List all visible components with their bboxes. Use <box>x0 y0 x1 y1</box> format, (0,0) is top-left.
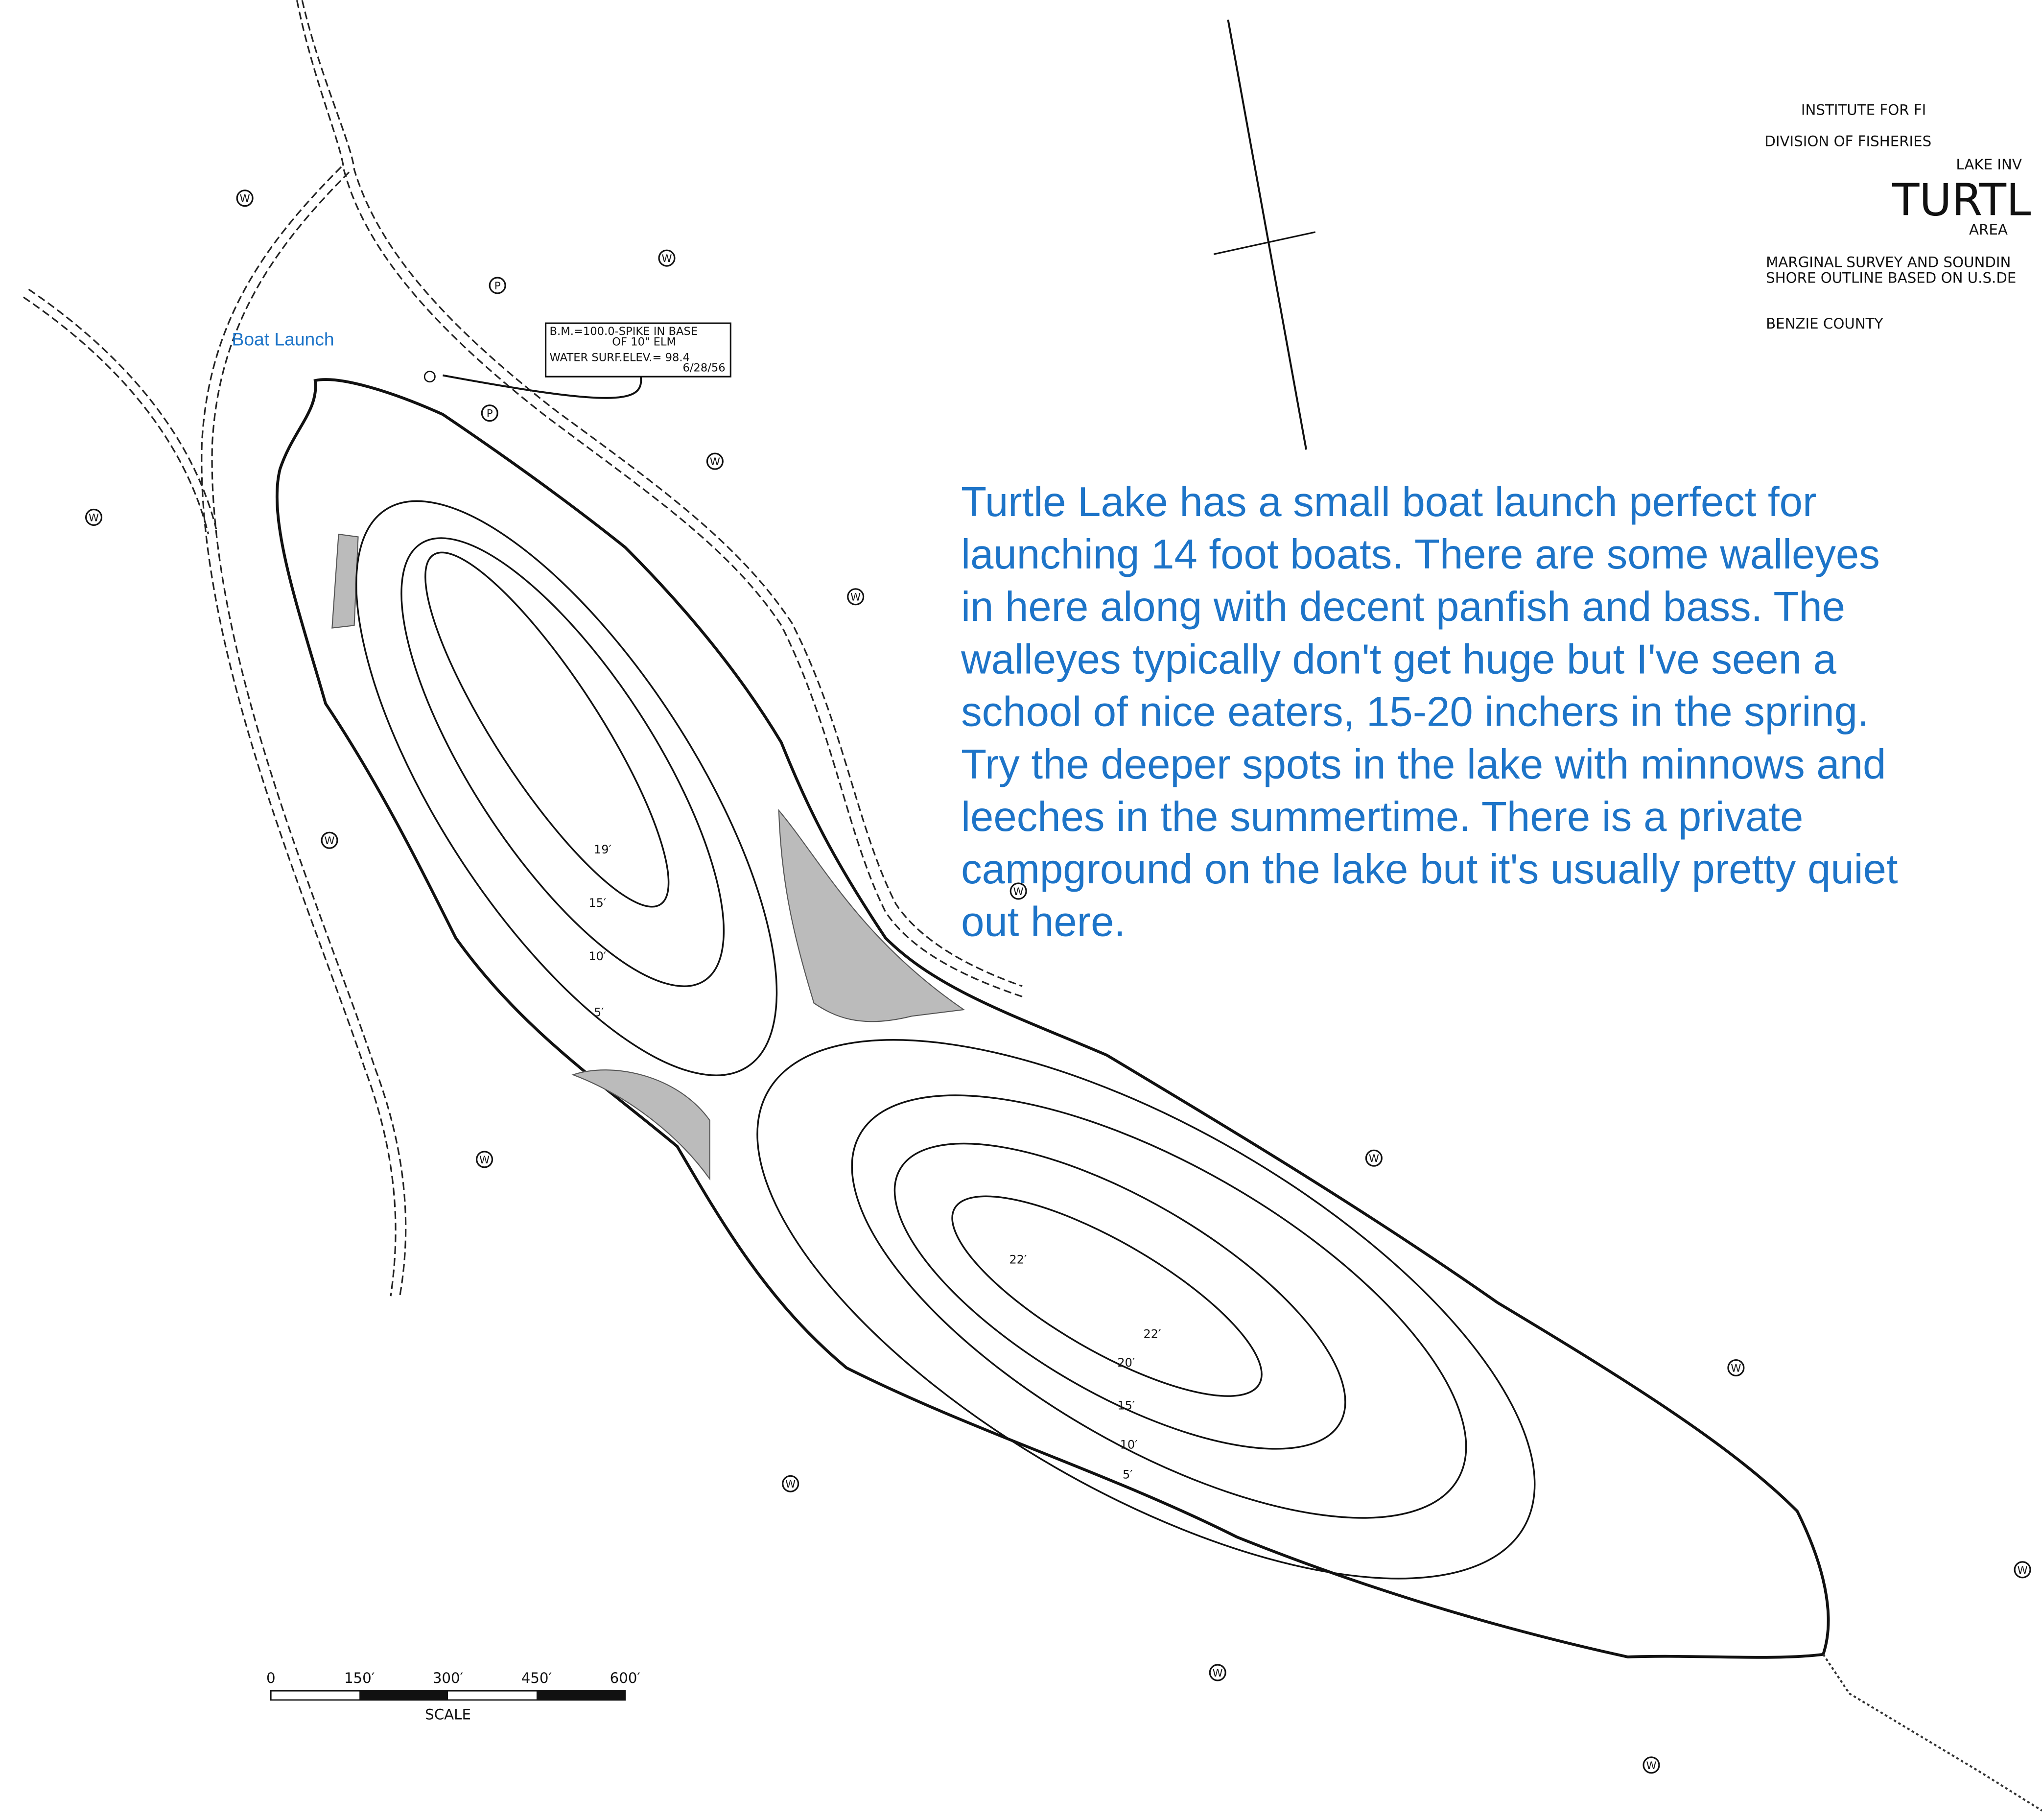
area: AREA <box>1969 221 2008 238</box>
scale-tick-label: 0 <box>266 1670 276 1686</box>
symbol-letter: W <box>324 835 334 847</box>
lake-name: TURTL <box>1892 174 2031 226</box>
description-line: leeches in the summertime. There is a pr… <box>961 794 1803 840</box>
depth-label: 5′ <box>594 1005 604 1019</box>
institute: INSTITUTE FOR FI <box>1801 102 1926 118</box>
description: Turtle Lake has a small boat launch perf… <box>961 479 1898 945</box>
symbol-letter: W <box>1369 1153 1379 1165</box>
boat-launch-label: Boat Launch <box>232 329 334 349</box>
description-line: campground on the lake but it's usually … <box>961 846 1898 893</box>
scale-tick-label: 600′ <box>610 1670 640 1686</box>
benchmark-text: 6/28/56 <box>682 362 725 375</box>
symbol-letter: W <box>785 1478 796 1490</box>
survey: LAKE INV <box>1956 156 2021 173</box>
description-line: walleyes typically don't get huge but I'… <box>961 636 1836 683</box>
symbol-letter: W <box>1646 1760 1656 1772</box>
symbol-letter: W <box>2018 1564 2028 1577</box>
depth-label: 10′ <box>588 949 606 963</box>
survey-note: SHORE OUTLINE BASED ON U.S.DE <box>1766 270 2016 286</box>
scale-bar <box>271 1691 625 1700</box>
description-line: Try the deeper spots in the lake with mi… <box>961 741 1886 788</box>
county: BENZIE COUNTY <box>1766 315 1883 332</box>
symbol-letter: W <box>1731 1362 1741 1374</box>
scale-tick-label: 450′ <box>521 1670 552 1686</box>
benchmark-text: WATER SURF.ELEV.= 98.4 <box>550 351 690 364</box>
depth-label: 20′ <box>1117 1356 1135 1370</box>
symbol-letter: W <box>710 456 720 468</box>
depth-label: 22′ <box>1144 1327 1161 1341</box>
lake-map: B.M.=100.0-SPIKE IN BASE OF 10" ELM WATE… <box>0 0 2042 1820</box>
depth-label: 22′ <box>1009 1253 1027 1267</box>
description-line: Turtle Lake has a small boat launch perf… <box>961 479 1816 525</box>
division: DIVISION OF FISHERIES <box>1764 133 1931 149</box>
symbol-letter: W <box>89 512 99 524</box>
scale-title: SCALE <box>425 1706 471 1723</box>
description-line: in here along with decent panfish and ba… <box>961 584 1845 630</box>
description-line: out here. <box>961 898 1126 945</box>
scale-tick-label: 300′ <box>433 1670 463 1686</box>
depth-label: 15′ <box>1117 1399 1135 1413</box>
symbol-letter: W <box>1213 1667 1223 1679</box>
survey-note: MARGINAL SURVEY AND SOUNDIN <box>1766 254 2011 271</box>
depth-label: 10′ <box>1120 1438 1138 1451</box>
symbol-letter: W <box>1013 886 1024 898</box>
symbol-letter: W <box>850 591 861 604</box>
scale-tick-label: 150′ <box>344 1670 375 1686</box>
symbol-letter: P <box>487 408 493 420</box>
depth-label: 5′ <box>1123 1468 1133 1482</box>
benchmark-text: OF 10" ELM <box>612 335 676 348</box>
symbol-letter: W <box>661 253 672 265</box>
symbol-letter: W <box>240 193 250 205</box>
symbol-letter: W <box>479 1154 490 1166</box>
description-line: school of nice eaters, 15-20 inchers in … <box>961 689 1869 735</box>
depth-label: 15′ <box>588 896 606 910</box>
symbol-letter: P <box>494 280 501 292</box>
depth-label: 19′ <box>594 843 611 856</box>
description-line: launching 14 foot boats. There are some … <box>961 531 1880 578</box>
